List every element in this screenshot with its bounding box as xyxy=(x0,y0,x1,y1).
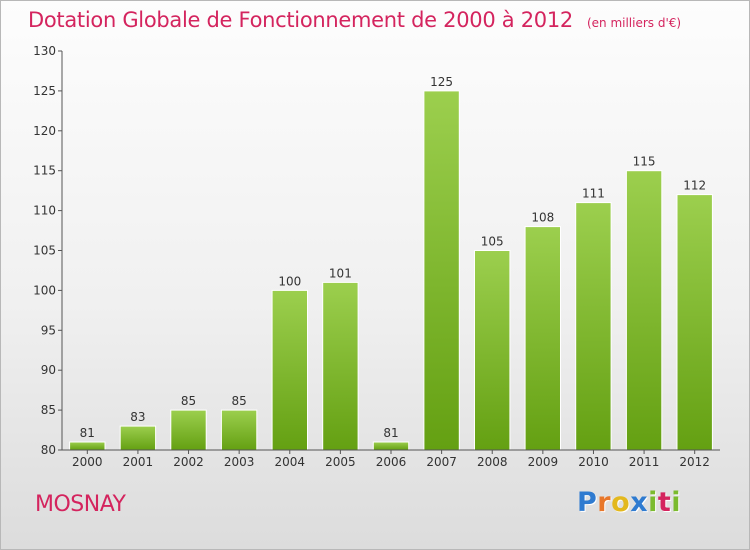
logo-letter: P xyxy=(577,487,598,518)
y-tick-label: 80 xyxy=(41,443,56,457)
x-tick-label-2003: 2003 xyxy=(224,455,255,469)
value-label-2008: 105 xyxy=(481,235,504,249)
x-tick-label-2012: 2012 xyxy=(679,455,710,469)
bar-2008 xyxy=(474,250,511,451)
value-label-2010: 111 xyxy=(582,187,605,201)
value-label-2004: 100 xyxy=(278,274,301,288)
x-tick-label-2005: 2005 xyxy=(325,455,356,469)
y-tick-label: 125 xyxy=(33,84,56,98)
y-tick-label: 130 xyxy=(33,44,56,58)
bar-2012 xyxy=(676,194,713,451)
value-label-2000: 81 xyxy=(80,426,95,440)
value-label-2009: 108 xyxy=(531,211,554,225)
bar-2010 xyxy=(575,202,612,451)
y-axis: 80 85 90 95 100 105 110 115 120 125 130 xyxy=(33,44,63,457)
value-label-2003: 85 xyxy=(232,394,247,408)
value-label-2011: 115 xyxy=(633,155,656,169)
y-tick-label: 110 xyxy=(33,204,56,218)
value-label-2001: 83 xyxy=(130,410,145,424)
x-tick-label-2006: 2006 xyxy=(376,455,407,469)
bar-2002 xyxy=(170,409,207,451)
x-tick-label-2010: 2010 xyxy=(578,455,609,469)
commune-name: MOSNAY xyxy=(35,492,126,517)
value-label-2006: 81 xyxy=(383,426,398,440)
bar-2004 xyxy=(271,289,309,451)
x-tick-label-2004: 2004 xyxy=(274,455,305,469)
chart-title-text: Dotation Globale de Fonctionnement de 20… xyxy=(28,8,573,32)
logo-letter: o xyxy=(611,487,631,518)
y-tick-label: 115 xyxy=(33,164,56,178)
bar-2005 xyxy=(322,281,359,451)
y-tick-label: 90 xyxy=(41,363,56,377)
chart-title: Dotation Globale de Fonctionnement de 20… xyxy=(28,8,681,32)
x-tick-label-2000: 2000 xyxy=(72,455,103,469)
bar-2006 xyxy=(372,441,410,451)
y-tick-label: 85 xyxy=(41,403,56,417)
logo-letter: t xyxy=(657,487,672,518)
y-tick-label: 100 xyxy=(33,283,56,297)
logo-letter: r xyxy=(597,487,612,518)
y-tick-label: 95 xyxy=(41,323,56,337)
bar-2003 xyxy=(220,409,258,451)
x-tick-label-2009: 2009 xyxy=(528,455,559,469)
value-label-2012: 112 xyxy=(683,179,706,193)
logo-letter: i xyxy=(648,487,658,518)
x-tick-label-2007: 2007 xyxy=(426,455,457,469)
x-tick-label-2008: 2008 xyxy=(477,455,508,469)
x-tick-label-2001: 2001 xyxy=(123,455,154,469)
logo-letter: i xyxy=(671,487,682,518)
bar-2000 xyxy=(69,441,106,451)
bar-2011 xyxy=(625,170,663,451)
x-tick-label-2011: 2011 xyxy=(629,455,660,469)
x-tick-label-2002: 2002 xyxy=(173,455,204,469)
logo-letter: x xyxy=(630,487,649,518)
x-axis: 2000 2001 2002 2003 2004 2005 2006 2007 2008 2009… xyxy=(62,449,720,469)
value-label-2005: 101 xyxy=(329,266,352,280)
y-tick-label: 120 xyxy=(33,124,56,138)
value-label-2002: 85 xyxy=(181,394,196,408)
chart-unit-label: (en milliers d'€) xyxy=(586,16,682,30)
value-label-2007: 125 xyxy=(430,75,453,89)
bar-2007 xyxy=(423,90,460,451)
proxiti-logo: Proxiti xyxy=(577,487,681,518)
y-tick-label: 105 xyxy=(33,244,56,258)
bars: 81 83 85 85 100 101 81 125 105 108 111 115 112 xyxy=(69,75,713,451)
bar-2001 xyxy=(119,425,157,451)
bar-2009 xyxy=(524,226,561,451)
